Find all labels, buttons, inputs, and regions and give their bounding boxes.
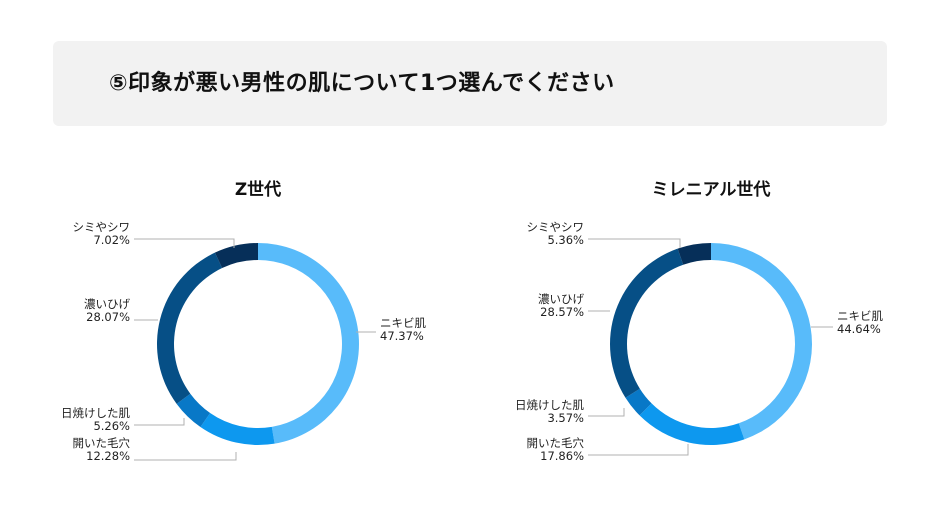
slice-value-gen-z-pores: 12.28% bbox=[86, 449, 130, 463]
donut-slice-millennial-pores bbox=[639, 403, 745, 446]
slice-value-gen-z-spots: 7.02% bbox=[93, 233, 130, 247]
slice-label-gen-z-sunburn: 日焼けした肌 bbox=[61, 406, 130, 420]
slice-label-millennial-pores: 開いた毛穴 bbox=[527, 436, 585, 450]
slice-value-gen-z-sunburn: 5.26% bbox=[93, 419, 130, 433]
slice-label-gen-z-beard: 濃いひげ bbox=[84, 297, 130, 311]
slice-value-millennial-nikibi: 44.64% bbox=[837, 322, 881, 336]
question-banner: ⑤印象が悪い男性の肌について1つ選んでください bbox=[53, 41, 887, 126]
slice-value-gen-z-nikibi: 47.37% bbox=[380, 329, 424, 343]
slice-value-millennial-sunburn: 3.57% bbox=[547, 411, 584, 425]
slice-value-gen-z-beard: 28.07% bbox=[86, 310, 130, 324]
leader-line-gen-z-spots bbox=[134, 238, 235, 248]
donut-slice-gen-z-spots bbox=[214, 243, 258, 269]
leader-line-millennial-sunburn bbox=[588, 408, 625, 417]
donut-slice-millennial-sunburn bbox=[625, 388, 652, 416]
slice-value-millennial-spots: 5.36% bbox=[547, 233, 584, 247]
slice-label-millennial-beard: 濃いひげ bbox=[538, 292, 584, 306]
leader-line-gen-z-sunburn bbox=[134, 418, 185, 426]
donut-slice-gen-z-nikibi bbox=[258, 243, 360, 444]
donut-slice-gen-z-pores bbox=[200, 413, 275, 446]
donut-slice-gen-z-sunburn bbox=[176, 393, 211, 427]
chart-gen-z: Z世代 ニキビ肌 47.37% 開いた毛穴 12.28% 日焼けした肌 5.26% 濃いひげ… bbox=[0, 160, 470, 529]
slice-label-millennial-spots: シミやシワ bbox=[527, 220, 585, 234]
slice-label-millennial-nikibi: ニキビ肌 bbox=[837, 309, 883, 323]
slice-value-millennial-pores: 17.86% bbox=[540, 449, 584, 463]
donut-slice-millennial-spots bbox=[677, 243, 711, 265]
donut-slice-millennial-beard bbox=[610, 248, 684, 398]
chart-title-millennial: ミレニアル世代 bbox=[651, 180, 771, 200]
slice-label-gen-z-pores: 開いた毛穴 bbox=[73, 436, 131, 450]
question-title: ⑤印象が悪い男性の肌について1つ選んでください bbox=[109, 71, 615, 96]
chart-millennial: ミレニアル世代 ニキビ肌 44.64% 開いた毛穴 17.86% 日焼けした肌 3.57%… bbox=[470, 160, 940, 529]
slice-value-millennial-beard: 28.57% bbox=[540, 305, 584, 319]
slice-label-gen-z-nikibi: ニキビ肌 bbox=[380, 316, 426, 330]
donut-slice-millennial-nikibi bbox=[711, 243, 813, 440]
slice-label-gen-z-spots: シミやシワ bbox=[73, 220, 131, 234]
leader-line-millennial-spots bbox=[588, 238, 681, 248]
leader-line-millennial-pores bbox=[588, 444, 689, 456]
leader-line-gen-z-pores bbox=[134, 452, 237, 461]
chart-title-gen-z: Z世代 bbox=[234, 180, 282, 200]
slice-label-millennial-sunburn: 日焼けした肌 bbox=[515, 398, 584, 412]
donut-slice-gen-z-beard bbox=[157, 252, 223, 404]
